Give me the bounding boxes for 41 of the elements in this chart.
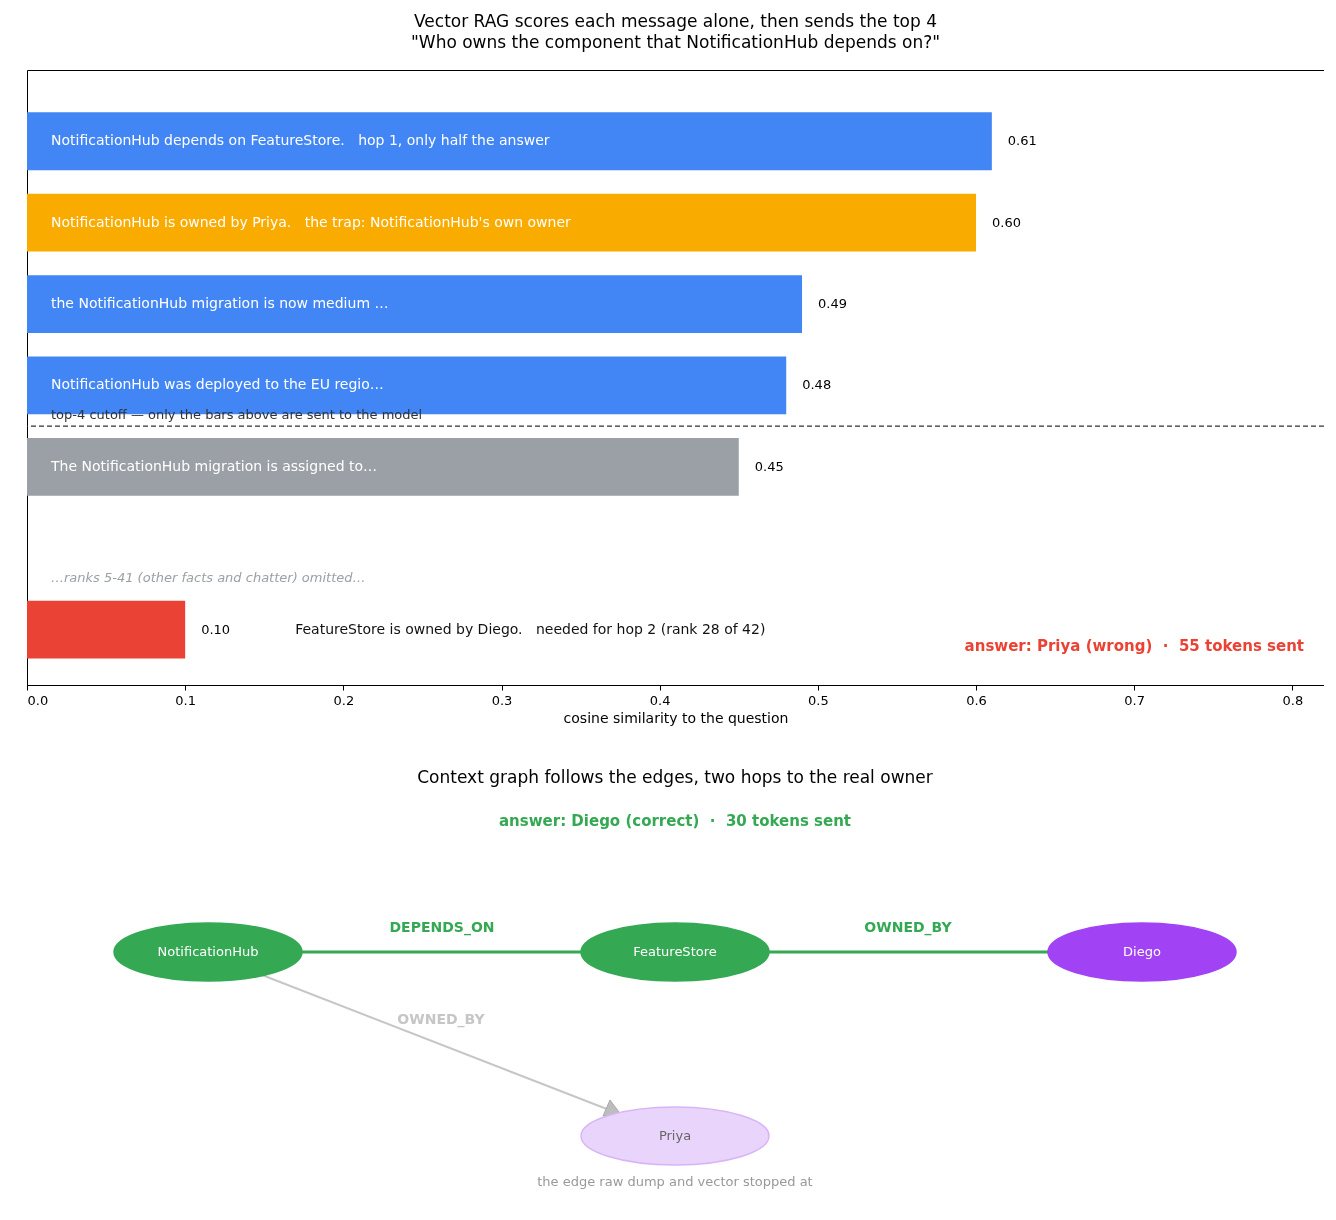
category-label: NotificationHub depends on FeatureStore. hop 1, only half the answer bbox=[51, 132, 550, 149]
bar bbox=[27, 193, 977, 252]
x-tick-label: 0.5 bbox=[808, 692, 829, 708]
data-label: 0.61 bbox=[1007, 133, 1037, 149]
annotation: answer: Priya (wrong) · 55 tokens sent bbox=[964, 636, 1304, 655]
x-tick-label: 0.0 bbox=[27, 692, 49, 708]
category-label: NotificationHub was deployed to the EU regio… bbox=[51, 376, 384, 393]
text: Context graph follows the edges, two hops to the real owner bbox=[417, 767, 933, 787]
data-label: 0.48 bbox=[802, 377, 832, 393]
x-tick-label: 0.4 bbox=[649, 692, 671, 708]
data-label: 0.10 bbox=[201, 621, 231, 637]
text: DEPENDS_ON bbox=[389, 919, 495, 936]
x-tick-label: 0.2 bbox=[333, 692, 355, 708]
x-tick-label: 0.7 bbox=[1124, 692, 1146, 708]
category-label: FeatureStore is owned by Diego. needed for hop 2 (rank 28 of 42) bbox=[295, 620, 766, 637]
text: OWNED_BY bbox=[397, 1011, 486, 1028]
x-axis-title: cosine similarity to the question bbox=[563, 709, 789, 726]
text: OWNED_BY bbox=[864, 919, 953, 936]
category-label: The NotificationHub migration is assigned to… bbox=[51, 457, 378, 474]
data-label: 0.60 bbox=[992, 214, 1021, 230]
chart-subtitle: "Who owns the component that NotificationHub depends on?" bbox=[411, 32, 940, 52]
data-label: 0.49 bbox=[818, 296, 847, 312]
data-label: 0.45 bbox=[754, 458, 784, 474]
x-tick-label: 0.8 bbox=[1282, 692, 1304, 708]
bar bbox=[27, 275, 803, 333]
text: FeatureStore bbox=[633, 943, 717, 959]
x-tick-label: 0.3 bbox=[491, 692, 513, 708]
category-label: NotificationHub is owned by Priya. the trap: NotificationHub's own owner bbox=[51, 213, 571, 230]
text: the edge raw dump and vector stopped at bbox=[537, 1173, 813, 1189]
text: NotificationHub bbox=[157, 943, 259, 959]
chart-title: Vector RAG scores each message alone, then sends the top 4 bbox=[414, 11, 937, 31]
annotation: …ranks 5-41 (other facts and chatter) omitted… bbox=[51, 569, 366, 585]
text: Priya bbox=[658, 1127, 692, 1143]
bar bbox=[27, 437, 739, 496]
text: answer: Diego (correct) · 30 tokens sent bbox=[498, 811, 852, 830]
category-label: the NotificationHub migration is now medium … bbox=[51, 295, 389, 312]
bar bbox=[27, 600, 186, 659]
x-tick-label: 0.1 bbox=[175, 692, 197, 708]
text: Diego bbox=[1123, 943, 1161, 959]
bar bbox=[27, 112, 992, 171]
x-tick-label: 0.6 bbox=[966, 692, 987, 708]
